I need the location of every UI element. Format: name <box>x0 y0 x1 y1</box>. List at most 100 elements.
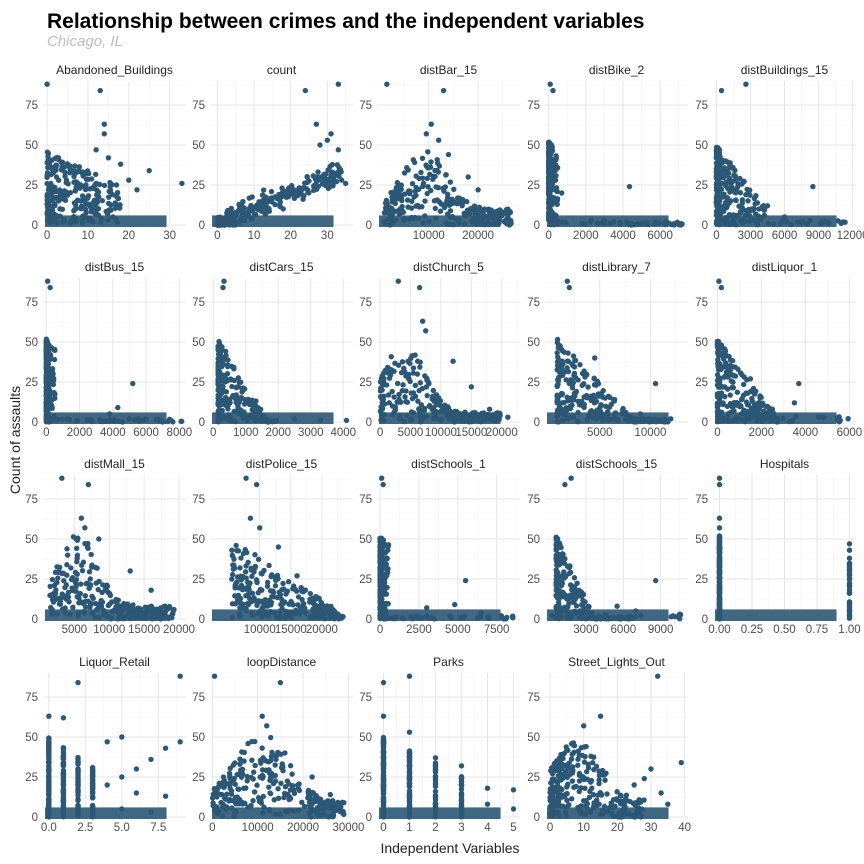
scatter-point <box>82 593 89 599</box>
y-tick-label: 25 <box>25 180 38 192</box>
scatter-point <box>504 212 511 219</box>
scatter-point <box>55 575 61 581</box>
scatter-point <box>82 604 89 610</box>
scatter-point <box>606 404 613 410</box>
scatter-point <box>377 599 383 606</box>
scatter-point <box>220 397 226 403</box>
scatter-point <box>272 583 279 589</box>
dense-point-band <box>547 215 669 227</box>
dense-point-band <box>379 412 501 424</box>
scatter-point <box>264 579 271 586</box>
chart-subtitle: Chicago, IL <box>47 33 123 50</box>
panel-title: loopDistance <box>247 655 317 669</box>
scatter-point <box>577 361 583 368</box>
scatter-point <box>726 175 732 181</box>
scatter-point <box>741 178 747 185</box>
scatter-point <box>713 182 720 188</box>
scatter-point <box>75 197 81 203</box>
scatter-point <box>73 179 79 185</box>
scatter-point <box>233 396 239 402</box>
scatter-point <box>106 590 113 597</box>
scatter-point <box>43 359 50 365</box>
data-point <box>343 417 350 424</box>
scatter-point <box>554 201 560 208</box>
scatter-point <box>398 182 405 188</box>
scatter-point <box>238 573 244 579</box>
scatter-point <box>47 392 53 398</box>
scatter-point <box>413 184 419 191</box>
scatter-point <box>43 374 50 380</box>
data-point <box>564 278 571 284</box>
scatter-point <box>89 790 96 797</box>
x-tick-label: 9000 <box>648 624 674 636</box>
scatter-point <box>846 565 853 571</box>
x-tick-label: 5000 <box>398 427 424 439</box>
scatter-point <box>235 406 241 413</box>
scatter-point <box>269 199 275 205</box>
scatter-point <box>400 382 406 388</box>
data-point <box>424 605 430 611</box>
scatter-point <box>554 196 561 202</box>
scatter-point <box>572 357 578 363</box>
scatter-point <box>60 761 67 768</box>
scatter-point <box>332 806 338 812</box>
scatter-point <box>313 186 320 192</box>
scatter-point <box>564 365 570 371</box>
y-tick-label: 0 <box>366 614 372 626</box>
scatter-point <box>409 395 416 402</box>
scatter-point <box>304 179 310 186</box>
dense-point-band <box>212 412 334 424</box>
scatter-point <box>246 195 252 201</box>
scatter-point <box>232 798 238 804</box>
scatter-point <box>598 392 604 398</box>
data-point <box>435 137 442 143</box>
scatter-point <box>465 208 471 215</box>
scatter-point <box>228 363 235 369</box>
scatter-point <box>227 785 233 791</box>
x-tick-label: 0.50 <box>773 624 795 636</box>
data-point <box>127 568 133 574</box>
scatter-point <box>73 205 80 211</box>
scatter-point <box>579 382 585 389</box>
scatter-point <box>242 585 249 592</box>
y-tick-label: 0 <box>366 220 372 232</box>
scatter-point <box>306 796 312 802</box>
scatter-point <box>73 588 79 594</box>
scatter-point <box>89 795 96 801</box>
y-tick-label: 50 <box>192 732 205 744</box>
scatter-point <box>43 339 50 345</box>
scatter-point <box>725 370 732 376</box>
y-tick-label: 75 <box>695 100 708 112</box>
x-tick-label: 7500 <box>484 624 510 636</box>
scatter-point <box>416 387 422 394</box>
scatter-point <box>281 586 287 592</box>
data-point <box>104 739 110 745</box>
scatter-point <box>216 340 223 346</box>
scatter-point <box>92 171 99 178</box>
scatter-point <box>60 787 67 794</box>
scatter-point <box>441 204 448 211</box>
scatter-point <box>248 565 254 572</box>
scatter-point <box>410 370 417 376</box>
y-tick-label: 75 <box>359 297 372 309</box>
scatter-point <box>396 192 403 198</box>
y-tick-label: 75 <box>192 297 205 309</box>
scatter-point <box>46 753 52 759</box>
scatter-point <box>223 352 229 359</box>
data-point <box>75 679 81 686</box>
scatter-point <box>716 376 722 382</box>
scatter-point <box>79 193 86 199</box>
scatter-point <box>716 570 723 577</box>
scatter-point <box>241 785 247 792</box>
scatter-point <box>229 576 235 582</box>
scatter-point <box>75 759 81 765</box>
scatter-point <box>263 767 269 773</box>
scatter-point <box>377 542 383 549</box>
scatter-point <box>731 400 737 406</box>
scatter-point <box>846 572 853 578</box>
scatter-point <box>234 547 240 554</box>
x-tick-label: 9000 <box>806 230 832 242</box>
scatter-point <box>142 604 149 610</box>
scatter-point <box>232 781 238 787</box>
